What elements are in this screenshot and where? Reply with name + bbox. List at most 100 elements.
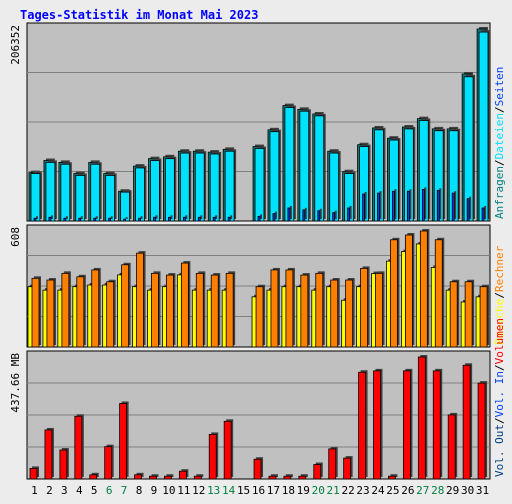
bar-seiten-day-12 xyxy=(197,216,201,222)
bar-seiten-day-6 xyxy=(108,217,112,222)
x-tick-label-day-9: 9 xyxy=(151,484,158,497)
bar-seiten-day-22-shadow xyxy=(349,205,352,219)
bar-volumen-day-19-shadow xyxy=(300,474,308,477)
bar-volumen-day-9-shadow xyxy=(151,474,159,477)
bar-seiten-day-20 xyxy=(317,210,321,222)
x-tick-label-day-30: 30 xyxy=(461,484,474,497)
bar-seiten-day-7 xyxy=(123,218,127,222)
panel-bottom-ymax-label: 437.66 MB xyxy=(9,353,22,413)
bar-volumen-day-30 xyxy=(462,364,471,480)
legend-entry-rechner: Rechner xyxy=(493,245,506,292)
x-tick-label-day-22: 22 xyxy=(341,484,354,497)
legend-panel-bottom: Vol. Out/Vol. In/Volumen xyxy=(493,318,506,477)
x-tick-label-day-6: 6 xyxy=(106,484,113,497)
bar-rechner-day-8 xyxy=(136,252,144,348)
x-tick-label-day-26: 26 xyxy=(401,484,414,497)
bar-dateien-day-7 xyxy=(120,191,130,222)
bar-seiten-day-23-shadow xyxy=(364,192,367,219)
bar-seiten-day-30-shadow xyxy=(469,196,472,219)
bar-rechner-day-14 xyxy=(225,272,234,348)
x-tick-label-day-12: 12 xyxy=(192,484,205,497)
bar-volumen-day-19 xyxy=(298,475,307,480)
bar-rechner-day-3 xyxy=(61,272,70,348)
bar-seiten-day-21 xyxy=(332,212,336,222)
x-tick-label-day-20: 20 xyxy=(312,484,325,497)
x-tick-label-day-1: 1 xyxy=(31,484,38,497)
legend-entry-seiten: Seiten xyxy=(493,67,506,107)
bar-volumen-day-29 xyxy=(447,414,456,480)
bar-volumen-day-3 xyxy=(59,449,68,480)
bar-volumen-day-16 xyxy=(253,458,262,480)
bar-dateien-day-9 xyxy=(150,160,160,222)
bar-volumen-day-13 xyxy=(208,433,217,480)
bar-volumen-day-2 xyxy=(44,429,53,480)
bar-rechner-day-6 xyxy=(106,281,115,348)
bar-rechner-day-24 xyxy=(375,272,383,348)
bar-rechner-day-25 xyxy=(390,239,398,348)
bar-dateien-day-2 xyxy=(45,161,56,222)
x-tick-label-day-4: 4 xyxy=(76,484,83,497)
bar-volumen-day-28 xyxy=(432,370,441,480)
x-tick-label-day-17: 17 xyxy=(267,484,280,497)
bar-seiten-day-30 xyxy=(466,198,470,222)
bar-seiten-day-26-shadow xyxy=(409,189,412,219)
bar-seiten-day-25-shadow xyxy=(394,189,397,219)
bar-rechner-day-13 xyxy=(210,274,219,348)
bar-rechner-day-7 xyxy=(121,264,130,348)
x-tick-label-day-31: 31 xyxy=(476,484,489,497)
bar-rechner-day-27 xyxy=(419,230,428,348)
bar-volumen-day-18 xyxy=(283,475,292,480)
bar-rechner-day-9 xyxy=(151,272,159,348)
x-tick-label-day-27: 27 xyxy=(416,484,429,497)
bar-seiten-day-28 xyxy=(436,189,440,222)
bar-rechner-day-22 xyxy=(345,279,354,348)
bar-volumen-day-21 xyxy=(328,448,337,480)
x-tick-label-day-5: 5 xyxy=(91,484,98,497)
x-tick-label-day-16: 16 xyxy=(252,484,265,497)
bar-rechner-day-19 xyxy=(300,274,309,348)
legend-panel-middle: Besuche/Rechner xyxy=(493,245,506,345)
bar-seiten-day-12-shadow xyxy=(200,215,203,219)
bar-dateien-day-8 xyxy=(135,167,145,222)
legend-entry-volumen: Volumen xyxy=(493,318,506,364)
bar-dateien-day-10 xyxy=(165,158,175,222)
bar-volumen-day-8 xyxy=(134,474,142,480)
bar-seiten-day-31 xyxy=(481,207,485,222)
bar-seiten-day-28-shadow xyxy=(439,188,442,219)
bar-seiten-day-8-shadow xyxy=(140,216,143,219)
bar-seiten-day-29-shadow xyxy=(454,191,457,219)
bar-seiten-day-29 xyxy=(451,192,455,222)
bar-volumen-day-6 xyxy=(104,446,113,480)
bar-volumen-day-7 xyxy=(119,403,128,480)
bar-dateien-day-17 xyxy=(269,131,280,222)
bar-seiten-day-9 xyxy=(153,216,156,222)
bar-rechner-day-21 xyxy=(330,279,339,348)
x-tick-label-day-7: 7 xyxy=(121,484,128,497)
bar-volumen-day-25 xyxy=(388,475,396,480)
bar-volumen-day-12-shadow xyxy=(196,474,204,477)
x-tick-label-day-25: 25 xyxy=(386,484,399,497)
bar-seiten-day-10 xyxy=(168,216,171,222)
bar-rechner-day-1 xyxy=(31,277,40,348)
bar-rechner-day-2 xyxy=(46,279,55,348)
bar-dateien-day-11 xyxy=(179,152,190,222)
legend-separator: / xyxy=(493,417,506,424)
bar-rechner-day-23 xyxy=(360,267,368,348)
bar-seiten-day-5-shadow xyxy=(95,216,98,219)
bar-volumen-day-17-shadow xyxy=(270,474,278,477)
bar-volumen-day-18-shadow xyxy=(285,474,293,477)
bar-rechner-day-12 xyxy=(195,272,204,348)
legend-entry-anfragen: Anfragen xyxy=(493,166,506,219)
bar-rechner-day-18 xyxy=(285,269,294,348)
bar-rechner-day-10 xyxy=(166,274,174,348)
bar-rechner-day-30 xyxy=(464,281,473,348)
bar-volumen-day-14 xyxy=(223,420,232,480)
bar-volumen-day-12 xyxy=(193,475,202,480)
x-tick-label-day-23: 23 xyxy=(356,484,369,497)
legend-entry-vol-in: Vol. In xyxy=(493,371,506,417)
bar-dateien-day-1 xyxy=(30,173,41,222)
panel-top-ymax-label: 206352 xyxy=(9,25,22,65)
bar-rechner-day-20 xyxy=(315,272,324,348)
bar-seiten-day-9-shadow xyxy=(155,215,158,219)
